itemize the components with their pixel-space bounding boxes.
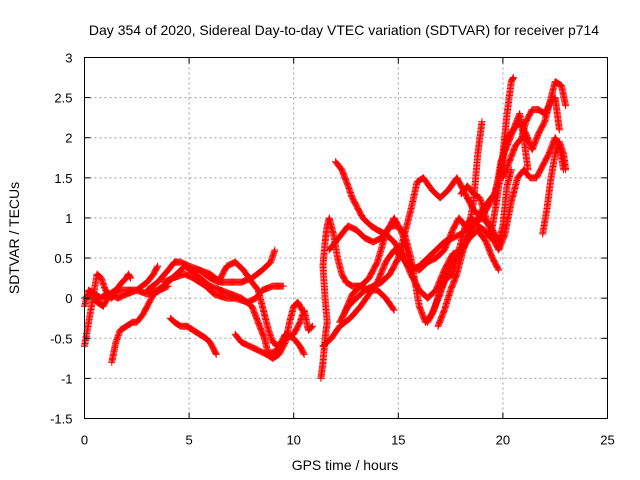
data-point <box>175 321 183 329</box>
data-point <box>300 350 308 358</box>
x-tick-label: 0 <box>81 433 88 448</box>
data-point <box>307 324 315 332</box>
data-point <box>153 263 161 271</box>
x-tick-label: 10 <box>286 433 300 448</box>
plot-frame <box>84 57 608 419</box>
data-point <box>297 305 305 313</box>
data-point <box>495 266 503 274</box>
data-point <box>555 126 563 134</box>
data-point <box>163 283 171 291</box>
data-point <box>164 282 172 290</box>
data-point <box>212 349 220 357</box>
data-point <box>212 350 220 358</box>
data-point <box>279 282 287 290</box>
y-tick-label: 0 <box>65 291 72 306</box>
x-tick-label: 15 <box>391 433 405 448</box>
y-tick-label: 2.5 <box>54 91 72 106</box>
data-point <box>372 225 380 233</box>
data-point <box>170 259 178 267</box>
x-tick-label: 25 <box>600 433 614 448</box>
y-tick-label: 2 <box>65 131 72 146</box>
y-tick-label: -1.5 <box>50 412 72 427</box>
sat-track-8 <box>166 314 220 358</box>
data-point <box>300 349 308 357</box>
data-point <box>390 306 398 314</box>
sat-track-22 <box>539 138 570 238</box>
data-points <box>81 74 570 382</box>
x-axis-ticks: 0 5 10 15 20 25 <box>81 57 615 448</box>
data-point <box>389 305 397 313</box>
y-axis-ticks: -1.5 -1 -0.5 0 0.5 1 1.5 2 2.5 3 <box>50 51 608 427</box>
data-point <box>309 322 317 330</box>
data-point <box>126 273 134 281</box>
data-point <box>509 74 517 82</box>
data-point <box>562 102 570 110</box>
data-point <box>509 75 517 83</box>
sat-track-9 <box>196 258 308 358</box>
y-tick-label: -1 <box>61 371 73 386</box>
data-point <box>507 166 515 174</box>
x-tick-label: 5 <box>185 433 192 448</box>
data-point <box>494 265 502 273</box>
x-axis-label: GPS time / hours <box>292 457 399 473</box>
sat-track-16 <box>340 214 476 318</box>
data-point <box>346 281 354 289</box>
sat-track-21 <box>499 94 563 182</box>
sat-track-4 <box>108 282 172 366</box>
data-point <box>562 166 570 174</box>
y-tick-label: 3 <box>65 51 72 66</box>
sat-track-10 <box>231 298 306 362</box>
data-point <box>308 323 316 331</box>
data-point <box>478 118 486 126</box>
chart-title: Day 354 of 2020, Sidereal Day-to-day VTE… <box>89 22 599 38</box>
x-tick-label: 20 <box>496 433 510 448</box>
y-tick-label: -0.5 <box>50 331 72 346</box>
y-tick-label: 0.5 <box>54 251 72 266</box>
data-point <box>271 246 279 254</box>
data-point <box>154 287 162 295</box>
data-point <box>127 319 135 327</box>
data-point <box>298 306 306 314</box>
y-tick-label: 1.5 <box>54 171 72 186</box>
y-axis-label: SDTVAR / TECUs <box>6 182 22 294</box>
y-tick-label: 1 <box>65 211 72 226</box>
data-point <box>113 287 121 295</box>
data-point <box>154 262 162 270</box>
data-point <box>525 173 533 181</box>
data-point <box>127 274 135 282</box>
